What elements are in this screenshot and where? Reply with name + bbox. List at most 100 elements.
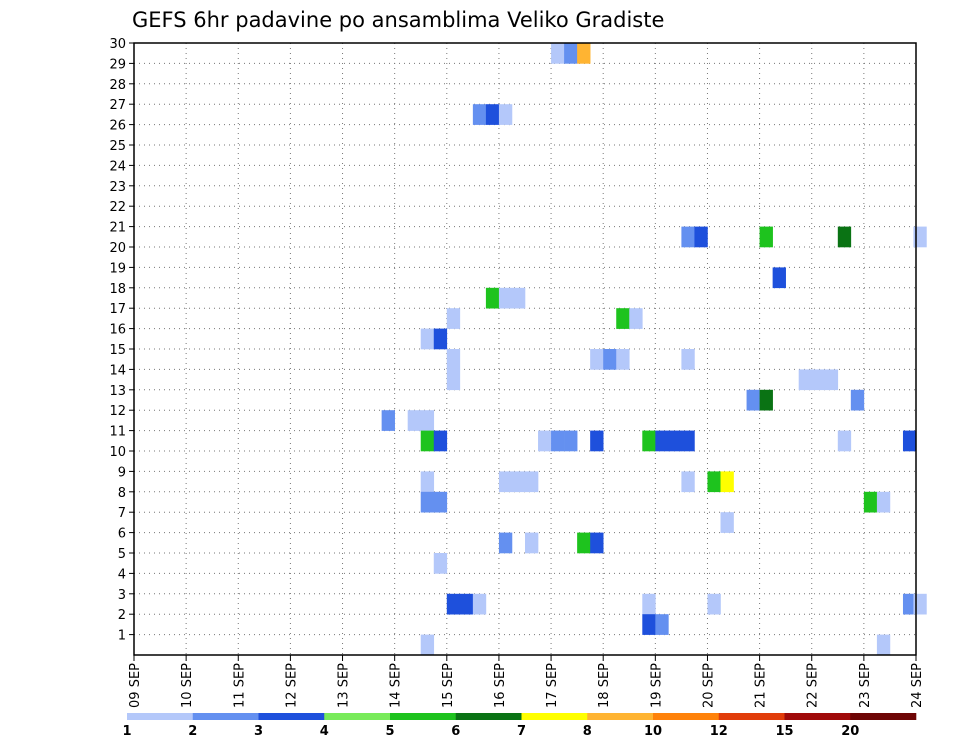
x-tick-label: 14 SEP [389,663,404,708]
data-cell [642,430,656,452]
y-tick-label: 11 [109,425,126,440]
data-cell [668,430,682,452]
y-tick-label: 20 [109,241,126,256]
data-cell [681,226,695,248]
colorbar: 1 2 3 4 5 6 7 8 10 12 15 20 [122,713,917,739]
data-cell [681,471,695,493]
colorbar-segment [850,713,917,720]
data-cell [498,104,513,125]
colorbar-segment [192,713,259,720]
data-cell [564,430,578,452]
data-cell [811,369,826,391]
data-cell [420,634,435,656]
y-tick-label: 9 [118,465,126,480]
data-cell [746,389,760,411]
y-tick-label: 2 [118,608,126,623]
y-tick-label: 4 [118,567,126,582]
colorbar-label: 6 [451,724,460,739]
y-tick-label: 17 [109,302,126,317]
chart-title: GEFS 6hr padavine po ansamblima Veliko G… [132,8,664,32]
data-cell [551,43,565,64]
y-tick-label: 23 [109,180,126,195]
y-tick-label: 10 [109,445,126,460]
data-cell [837,226,852,248]
data-cell [472,104,487,125]
x-tick-label: 10 SEP [180,663,195,708]
data-cell [381,410,395,431]
data-cell [446,369,461,391]
y-tick-label: 15 [109,343,126,358]
data-cell [564,43,578,64]
colorbar-label: 2 [188,724,197,739]
data-cell [642,614,656,635]
colorbar-label: 8 [583,724,592,739]
data-cell [590,532,604,554]
colorbar-segment [521,713,588,720]
x-tick-label: 13 SEP [337,663,352,708]
colorbar-segment [784,713,851,720]
y-tick-label: 19 [109,261,126,276]
x-tick-label: 22 SEP [806,663,821,708]
data-cell [759,389,773,411]
data-cell [694,226,708,248]
data-cell [629,308,643,329]
y-tick-label: 12 [109,404,126,419]
data-cell [681,430,695,452]
data-cell [720,512,734,533]
y-tick-label: 3 [118,588,126,603]
data-cell [498,471,513,493]
y-tick-label: 21 [109,221,126,236]
data-cell [459,593,474,615]
y-tick-label: 22 [109,200,126,215]
colorbar-label: 12 [710,724,728,739]
y-tick-label: 25 [109,139,126,154]
x-tick-label: 23 SEP [858,663,873,708]
data-cell [498,532,513,554]
data-cell [590,430,604,452]
data-cell [538,430,552,452]
y-tick-label: 14 [109,363,126,378]
data-cell [420,430,435,452]
data-cell [472,593,487,615]
data-cell [407,410,422,431]
x-tick-label: 11 SEP [232,663,247,708]
y-tick-label: 1 [118,629,126,644]
data-cell [824,369,839,391]
data-cell [525,471,539,493]
colorbar-segment [455,713,522,720]
data-cell [759,226,773,248]
colorbar-label: 7 [517,724,526,739]
y-tick-label: 26 [109,119,126,134]
x-axis: 09 SEP 10 SEP 11 SEP 12 SEP 13 SEP 14 SEP 15 S… [128,655,925,708]
data-cell [863,491,878,513]
x-tick-label: 15 SEP [441,663,456,708]
data-cell [876,491,891,513]
data-cell [720,471,734,493]
data-cell [655,614,669,635]
data-cell [616,308,630,329]
data-cell [446,308,461,329]
grid-lines [133,42,917,655]
data-cell [551,430,565,452]
data-cell [433,553,448,574]
colorbar-segment [587,713,654,720]
x-tick-label: 21 SEP [754,663,769,708]
data-cell [498,287,513,309]
y-axis: 1234567891011121314151617181920212223242… [109,37,134,644]
data-cell [420,471,435,493]
data-cell [590,349,604,370]
y-tick-label: 28 [109,78,126,93]
x-tick-label: 24 SEP [910,663,925,708]
colorbar-label: 1 [122,724,131,739]
colorbar-segment [390,713,457,720]
data-cell [616,349,630,370]
colorbar-segment [324,713,391,720]
y-tick-label: 30 [109,37,126,52]
y-tick-label: 24 [109,159,126,174]
data-cell [603,349,617,370]
y-tick-label: 8 [118,486,126,501]
data-cell [707,593,721,615]
y-tick-label: 5 [118,547,126,562]
y-tick-label: 7 [118,506,126,521]
data-cell [433,328,448,350]
